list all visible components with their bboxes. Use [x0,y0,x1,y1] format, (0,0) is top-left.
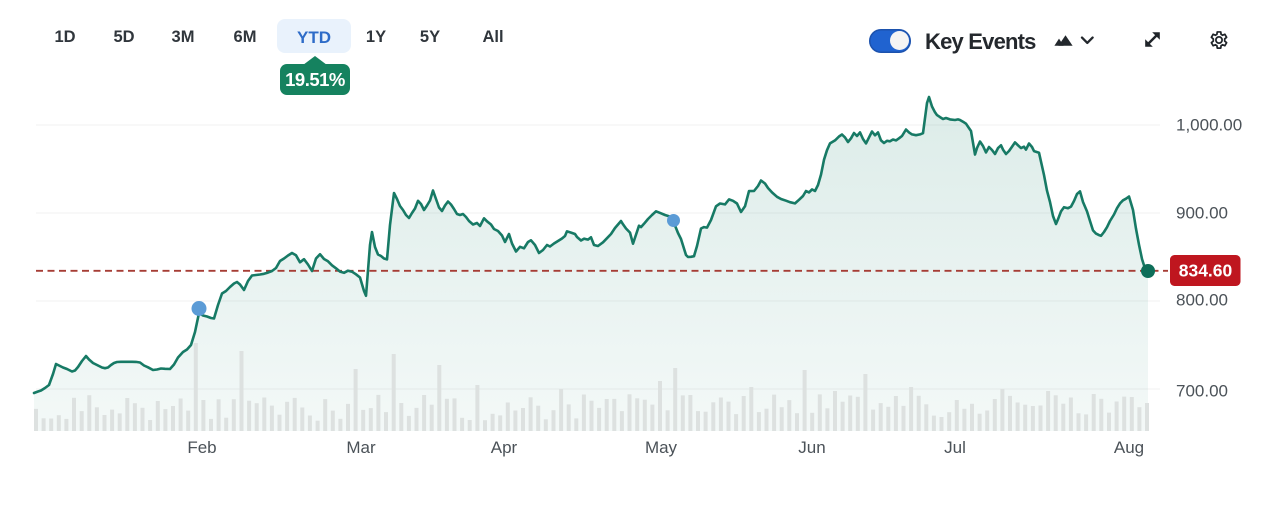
svg-text:Jun: Jun [798,438,825,457]
svg-text:1,000.00: 1,000.00 [1176,116,1242,135]
svg-text:700.00: 700.00 [1176,382,1228,401]
svg-text:Apr: Apr [491,438,518,457]
svg-text:900.00: 900.00 [1176,204,1228,223]
svg-text:Aug: Aug [1114,438,1144,457]
svg-text:Jul: Jul [944,438,966,457]
svg-text:Feb: Feb [187,438,216,457]
svg-text:May: May [645,438,678,457]
svg-text:Mar: Mar [346,438,376,457]
svg-text:834.60: 834.60 [1179,261,1233,281]
svg-text:800.00: 800.00 [1176,291,1228,310]
